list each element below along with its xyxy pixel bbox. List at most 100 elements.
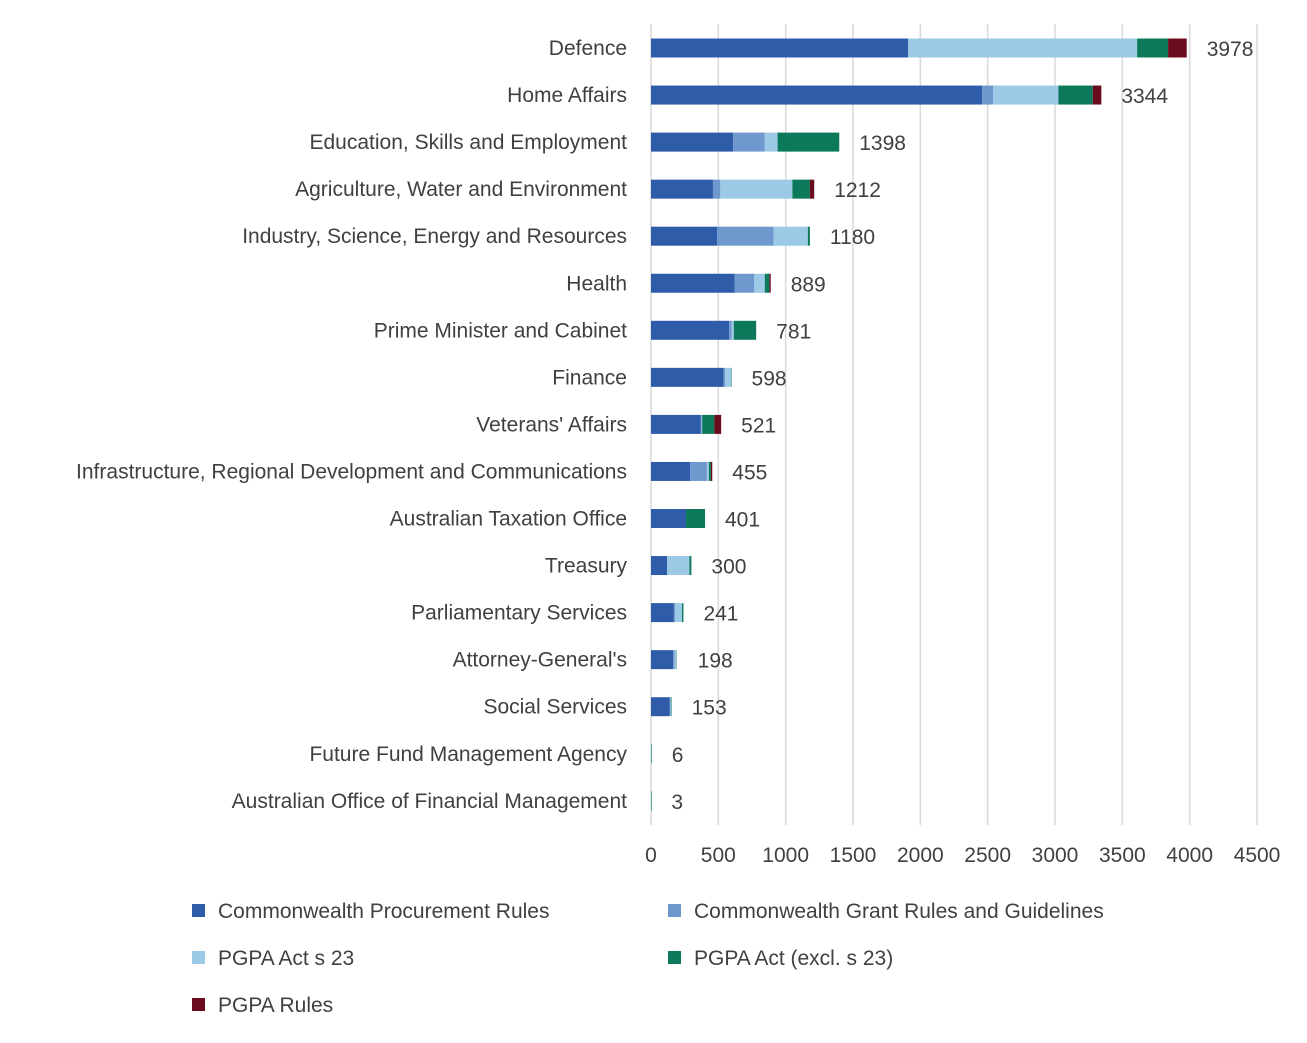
total-value-label: 241	[703, 603, 738, 626]
legend-item: PGPA Act (excl. s 23)	[668, 947, 893, 970]
bar-segment	[651, 85, 983, 105]
bar-segment	[651, 38, 909, 58]
bar-segment	[651, 556, 668, 576]
category-labels: Defence Home Affairs Education, Skills and…	[76, 37, 627, 813]
bar-segment	[807, 226, 810, 246]
x-axis-tick-labels: 0 500 1000 1500 2000 2500 3000 3500 4000 4500	[645, 844, 1280, 867]
category-label: Veterans' Affairs	[476, 413, 627, 436]
bar-segment	[700, 414, 702, 434]
bar-segment	[651, 132, 734, 152]
category-label: Parliamentary Services	[411, 602, 627, 625]
x-tick-label: 1500	[830, 844, 877, 867]
total-value-label: 598	[752, 367, 787, 390]
total-value-label: 1398	[859, 132, 906, 155]
bar-segment	[769, 273, 771, 293]
bar-segment	[1058, 85, 1093, 105]
bar-segment	[667, 556, 690, 576]
bar-segment	[731, 320, 734, 340]
bars	[651, 38, 1187, 811]
x-tick-label: 4000	[1166, 844, 1213, 867]
bar-segment	[651, 697, 670, 717]
bar-segment	[651, 791, 652, 811]
bar-segment	[792, 179, 810, 199]
bar-segment	[764, 132, 778, 152]
x-tick-label: 2500	[964, 844, 1011, 867]
bar-segment	[675, 650, 677, 670]
total-value-label: 1180	[830, 226, 875, 249]
total-value-label: 401	[725, 509, 760, 532]
total-value-label: 300	[711, 556, 746, 579]
bar-segment	[733, 132, 765, 152]
bar-segment	[908, 38, 1138, 58]
category-label: Future Fund Management Agency	[309, 743, 627, 766]
legend-swatch	[192, 951, 205, 964]
legend-label: Commonwealth Procurement Rules	[218, 900, 549, 923]
bar-segment	[720, 179, 793, 199]
bar-segment	[651, 273, 735, 293]
bar-segment	[706, 461, 709, 481]
total-value-label: 521	[741, 414, 776, 437]
legend-item: Commonwealth Procurement Rules	[192, 900, 549, 923]
bar-segment	[651, 744, 652, 764]
bar-segment	[701, 414, 703, 434]
total-labels: 3978 3344 1398 1212 1180 889 781 598 521 455 401 30…	[671, 38, 1253, 814]
bar-segment	[674, 650, 676, 670]
total-value-label: 781	[776, 320, 811, 343]
bar-segment	[670, 697, 672, 717]
total-value-label: 889	[791, 273, 826, 296]
x-tick-label: 2000	[897, 844, 944, 867]
category-label: Australian Office of Financial Managemen…	[232, 790, 627, 813]
category-label: Social Services	[483, 696, 627, 719]
legend-label: PGPA Rules	[218, 994, 333, 1017]
bar-segment	[773, 226, 808, 246]
category-label: Infrastructure, Regional Development and…	[76, 460, 627, 483]
bar-segment	[777, 132, 840, 152]
category-label: Finance	[552, 366, 627, 389]
bar-segment	[651, 603, 674, 623]
bar-segment	[690, 461, 707, 481]
bar-segment	[651, 320, 730, 340]
bar-segment	[651, 226, 717, 246]
category-label: Australian Taxation Office	[390, 508, 627, 531]
gridlines	[650, 24, 1258, 825]
bar-segment	[651, 744, 652, 764]
category-label: Defence	[549, 37, 627, 60]
legend-item: Commonwealth Grant Rules and Guidelines	[668, 900, 1104, 923]
x-tick-label: 1000	[762, 844, 809, 867]
legend-label: PGPA Act (excl. s 23)	[694, 947, 893, 970]
bar-segment	[764, 273, 770, 293]
bar-segment	[710, 461, 713, 481]
total-value-label: 198	[698, 650, 733, 673]
total-value-label: 3344	[1121, 85, 1168, 108]
bar-segment	[651, 367, 724, 387]
bar-segment	[675, 603, 682, 623]
bar-segment	[686, 509, 706, 528]
bar-segment	[1168, 38, 1187, 58]
category-label: Attorney-General's	[453, 649, 627, 672]
category-label: Home Affairs	[507, 84, 627, 107]
x-tick-label: 4500	[1234, 844, 1281, 867]
legend: Commonwealth Procurement Rules Commonweal…	[192, 900, 1104, 1017]
total-value-label: 6	[672, 744, 684, 767]
bar-segment	[651, 461, 691, 481]
legend-item: PGPA Rules	[192, 994, 333, 1017]
bar-segment	[1137, 38, 1169, 58]
bar-segment	[729, 320, 732, 340]
legend-label: Commonwealth Grant Rules and Guidelines	[694, 900, 1104, 923]
bar-segment	[651, 791, 652, 811]
category-label: Industry, Science, Energy and Resources	[242, 225, 627, 248]
legend-swatch	[192, 904, 205, 917]
bar-segment	[689, 556, 692, 576]
bar-segment	[681, 603, 684, 623]
bar-segment	[733, 320, 757, 340]
x-tick-label: 3000	[1032, 844, 1079, 867]
bar-segment	[723, 367, 726, 387]
bar-segment	[1092, 85, 1102, 105]
bar-segment	[651, 179, 713, 199]
bar-segment	[993, 85, 1059, 105]
bar-segment	[716, 226, 774, 246]
total-value-label: 3	[671, 791, 683, 814]
bar-segment	[712, 179, 721, 199]
